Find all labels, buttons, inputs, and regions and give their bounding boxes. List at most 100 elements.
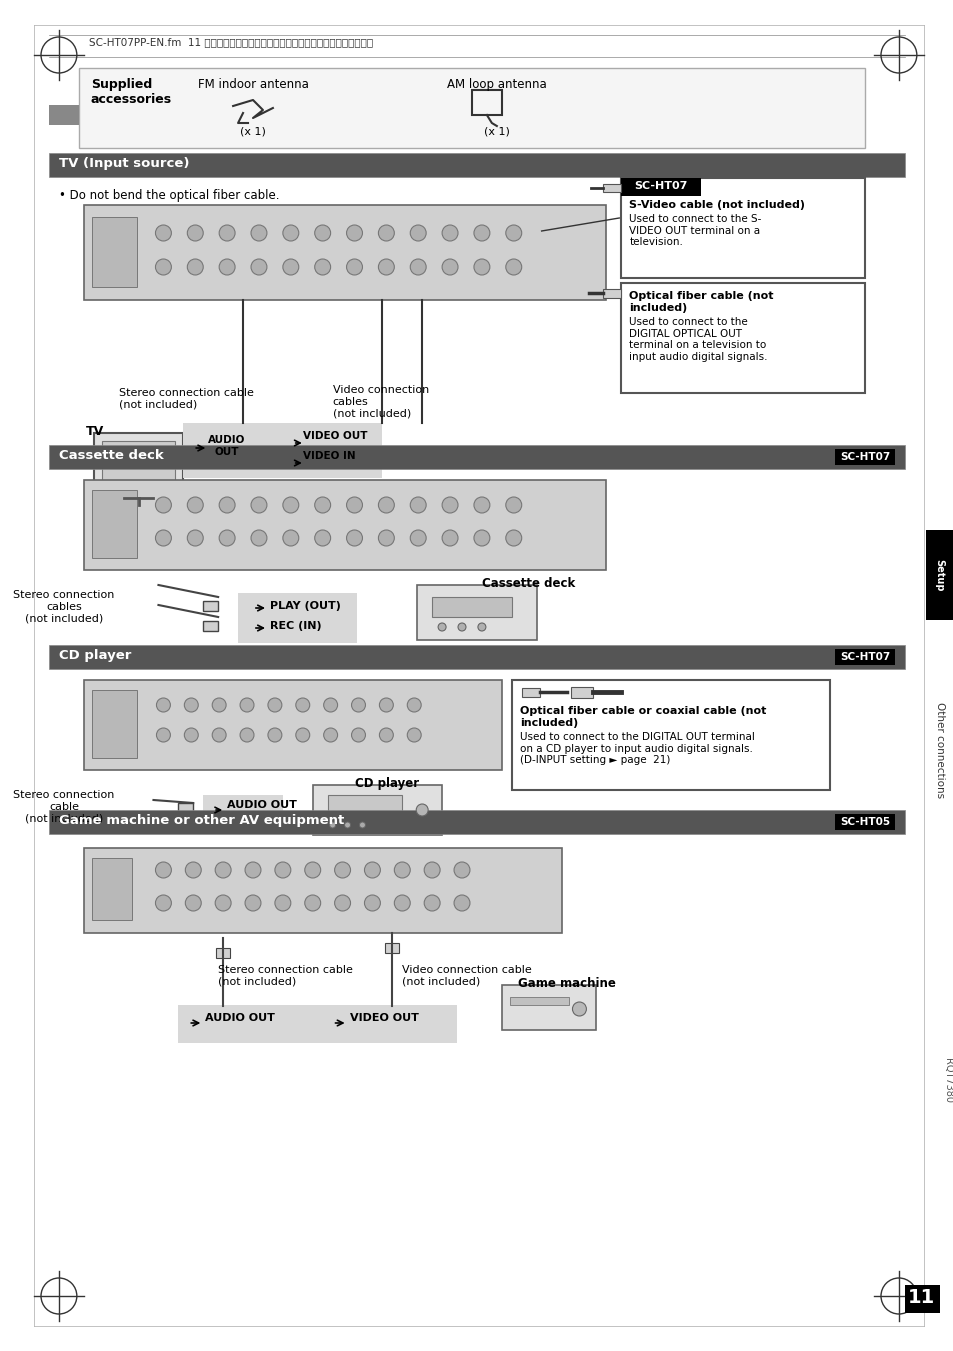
- Circle shape: [454, 862, 470, 878]
- Circle shape: [215, 862, 231, 878]
- Bar: [178, 1005, 456, 1043]
- Circle shape: [379, 698, 393, 712]
- Circle shape: [155, 226, 172, 240]
- Text: • Do not bend the optical fiber cable.: • Do not bend the optical fiber cable.: [59, 189, 279, 203]
- Bar: [313, 785, 441, 835]
- Circle shape: [330, 821, 335, 828]
- Text: Optical fiber cable (not
included): Optical fiber cable (not included): [629, 290, 773, 312]
- Circle shape: [187, 497, 203, 513]
- Circle shape: [155, 862, 172, 878]
- Circle shape: [505, 259, 521, 276]
- Circle shape: [219, 497, 234, 513]
- Circle shape: [407, 728, 421, 742]
- Circle shape: [364, 894, 380, 911]
- Text: AUDIO OUT: AUDIO OUT: [227, 800, 296, 811]
- Circle shape: [346, 226, 362, 240]
- Bar: [620, 178, 700, 196]
- Text: Stereo connection cable
(not included): Stereo connection cable (not included): [118, 388, 253, 409]
- Circle shape: [295, 728, 310, 742]
- Circle shape: [268, 728, 281, 742]
- Text: Game machine or other AV equipment: Game machine or other AV equipment: [59, 815, 344, 827]
- Circle shape: [378, 226, 394, 240]
- Circle shape: [274, 862, 291, 878]
- Circle shape: [410, 497, 426, 513]
- Circle shape: [155, 497, 172, 513]
- Circle shape: [346, 497, 362, 513]
- Circle shape: [251, 259, 267, 276]
- Text: AUDIO OUT: AUDIO OUT: [205, 1013, 274, 1023]
- Circle shape: [410, 259, 426, 276]
- Circle shape: [219, 259, 234, 276]
- Bar: [49, 644, 904, 669]
- Text: Used to connect to the S-
VIDEO OUT terminal on a
television.: Used to connect to the S- VIDEO OUT term…: [629, 213, 760, 247]
- Circle shape: [424, 862, 439, 878]
- Bar: [91, 690, 136, 758]
- Circle shape: [245, 862, 261, 878]
- Circle shape: [346, 530, 362, 546]
- Bar: [385, 943, 399, 952]
- Bar: [904, 1285, 939, 1313]
- Circle shape: [407, 698, 421, 712]
- Circle shape: [572, 1002, 586, 1016]
- Bar: [183, 423, 382, 478]
- Bar: [432, 597, 511, 617]
- Circle shape: [6, 27, 62, 82]
- Bar: [93, 434, 183, 499]
- Circle shape: [304, 894, 320, 911]
- Circle shape: [378, 497, 394, 513]
- Text: RQT7380: RQT7380: [942, 1058, 952, 1102]
- Text: CD player: CD player: [355, 777, 419, 790]
- Text: TV (Input source): TV (Input source): [59, 157, 190, 170]
- Circle shape: [155, 259, 172, 276]
- Bar: [203, 621, 218, 631]
- Circle shape: [437, 623, 446, 631]
- Text: CD player: CD player: [59, 648, 132, 662]
- Circle shape: [314, 497, 331, 513]
- Text: SC-HT07: SC-HT07: [839, 653, 889, 662]
- Circle shape: [505, 226, 521, 240]
- Circle shape: [474, 530, 489, 546]
- Circle shape: [219, 226, 234, 240]
- Circle shape: [323, 698, 337, 712]
- Circle shape: [394, 894, 410, 911]
- Circle shape: [212, 728, 226, 742]
- Circle shape: [351, 728, 365, 742]
- Circle shape: [268, 698, 281, 712]
- Bar: [49, 811, 904, 834]
- Text: SC-HT05: SC-HT05: [840, 817, 889, 827]
- Bar: [49, 105, 79, 126]
- Text: Video connection
cables
(not included): Video connection cables (not included): [333, 385, 429, 419]
- Text: PLAY (OUT): PLAY (OUT): [270, 601, 340, 611]
- Circle shape: [184, 698, 198, 712]
- Circle shape: [314, 530, 331, 546]
- Bar: [203, 794, 282, 825]
- Bar: [238, 593, 357, 643]
- Bar: [84, 205, 606, 300]
- Circle shape: [304, 862, 320, 878]
- Circle shape: [187, 259, 203, 276]
- Bar: [91, 218, 136, 286]
- Circle shape: [184, 728, 198, 742]
- Circle shape: [441, 226, 457, 240]
- Text: AUDIO
OUT: AUDIO OUT: [208, 435, 245, 457]
- Bar: [521, 688, 539, 697]
- Bar: [511, 680, 829, 790]
- Circle shape: [474, 497, 489, 513]
- Circle shape: [454, 894, 470, 911]
- Circle shape: [156, 698, 171, 712]
- Circle shape: [187, 226, 203, 240]
- Text: SC-HT07: SC-HT07: [839, 453, 889, 462]
- Circle shape: [441, 530, 457, 546]
- Circle shape: [6, 1269, 62, 1324]
- Bar: [509, 997, 569, 1005]
- Circle shape: [457, 623, 465, 631]
- Text: AM loop antenna: AM loop antenna: [447, 78, 546, 91]
- Circle shape: [378, 530, 394, 546]
- Circle shape: [424, 894, 439, 911]
- Circle shape: [282, 530, 298, 546]
- Circle shape: [314, 226, 331, 240]
- Circle shape: [335, 862, 350, 878]
- Circle shape: [240, 728, 253, 742]
- Circle shape: [351, 698, 365, 712]
- Text: REC (IN): REC (IN): [270, 621, 321, 631]
